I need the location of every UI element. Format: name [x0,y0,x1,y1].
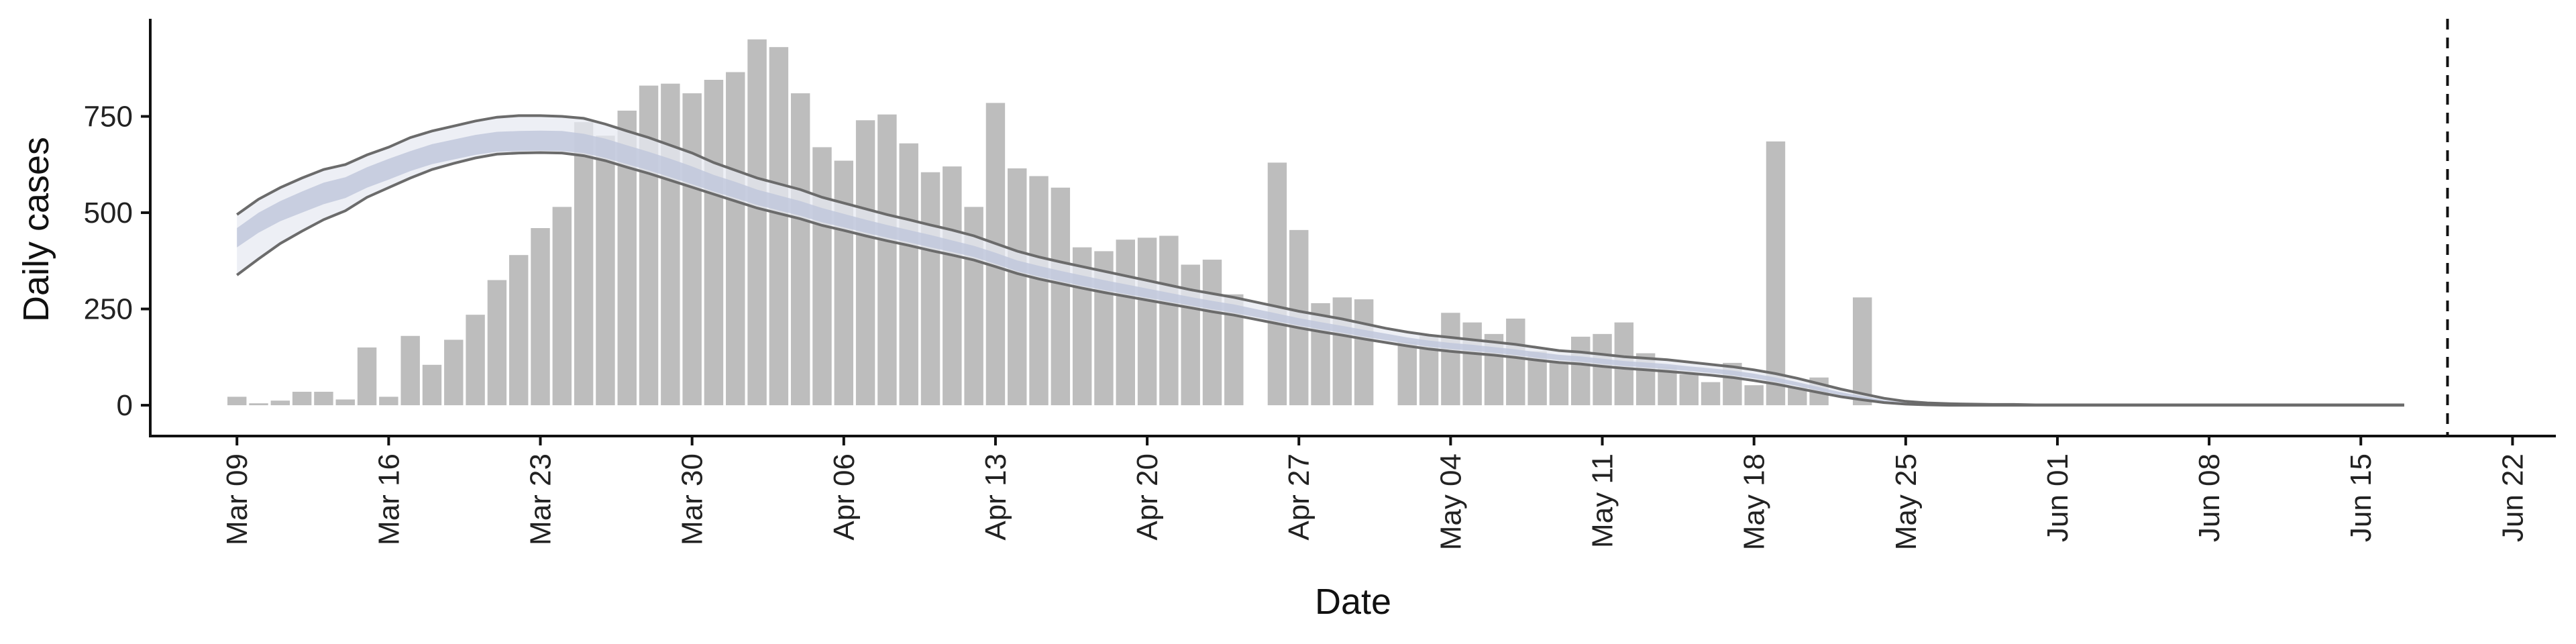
bar [834,160,854,406]
x-tick-label: Apr 13 [979,453,1012,541]
bar [899,143,918,406]
bar [1766,141,1786,406]
bar [270,400,290,406]
x-tick-label: Jun 08 [2193,453,2226,542]
bar [726,72,745,406]
bar [877,114,897,406]
bar [704,79,724,406]
bar [769,47,789,406]
x-tick-label: Apr 27 [1283,453,1316,541]
x-tick-label: Mar 09 [221,453,254,545]
bar [1679,374,1699,406]
bar [1593,333,1612,406]
x-tick-label: Jun 22 [2496,453,2529,542]
x-tick-label: Jun 15 [2345,453,2377,542]
bar [1397,341,1417,406]
x-tick-label: May 04 [1434,453,1467,550]
y-tick-label: 750 [84,101,133,133]
bar [747,39,767,406]
bar [379,396,398,406]
bar [1571,336,1591,406]
x-tick-label: May 11 [1587,453,1619,548]
bar-series [227,39,1872,406]
bar [639,85,659,406]
bar [1744,385,1764,406]
bar [1029,176,1049,406]
x-tick-label: Apr 06 [828,453,861,541]
x-axis-title: Date [1315,582,1391,622]
estimate-band-series [237,115,2404,406]
bar [682,93,702,406]
bar [661,83,680,406]
bar [314,391,333,406]
x-tick-label: Apr 20 [1131,453,1164,541]
bar [1354,299,1374,406]
bar [1008,168,1027,406]
bar [1181,264,1200,406]
x-tick-label: Jun 01 [2041,453,2074,542]
bar [227,396,247,406]
bar [1549,362,1569,406]
bar [1441,313,1460,406]
bar [552,207,572,406]
bar [1701,382,1721,406]
bar [508,255,529,406]
bar [422,364,442,406]
axes [149,19,2556,437]
x-tick-label: Mar 23 [525,453,557,545]
y-tick-label: 500 [84,197,133,229]
bar [1159,235,1179,406]
bar [574,122,594,406]
bar [1202,260,1222,406]
y-axis-ticks: 0 250 500 750 [84,101,150,422]
bar [249,403,268,406]
x-axis-ticks: Mar 09 Mar 16 Mar 23 Mar 30 Apr 06 Apr 13 Apr … [221,436,2529,550]
bar [1267,162,1287,406]
inner-interval-band [237,130,2404,406]
estimate-line-series [236,114,2404,407]
bar [1137,237,1157,406]
bar [292,391,312,406]
bar [1506,318,1525,406]
lower-bound-line [236,151,2404,407]
x-tick-label: Mar 30 [676,453,709,545]
bar [1332,297,1352,406]
bar [1852,297,1872,406]
y-tick-label: 0 [117,389,133,422]
bar [855,120,875,406]
bar [920,172,941,406]
bar [1462,322,1482,406]
x-tick-label: May 25 [1890,453,1923,550]
y-tick-label: 250 [84,293,133,326]
bar [943,166,962,406]
bar [1116,239,1135,406]
bar [531,228,550,406]
x-tick-label: Mar 16 [372,453,405,545]
bar [444,339,464,406]
bar [790,93,810,406]
bar [812,147,832,406]
bar [596,136,615,406]
y-axis-title: Daily cases [16,137,56,322]
bar [1051,187,1071,406]
outer-interval-band [237,115,2404,406]
bar [487,280,507,406]
bar [335,399,355,406]
bar [400,335,420,406]
x-tick-label: May 18 [1738,453,1771,550]
bar [466,315,485,406]
bar [357,347,377,406]
